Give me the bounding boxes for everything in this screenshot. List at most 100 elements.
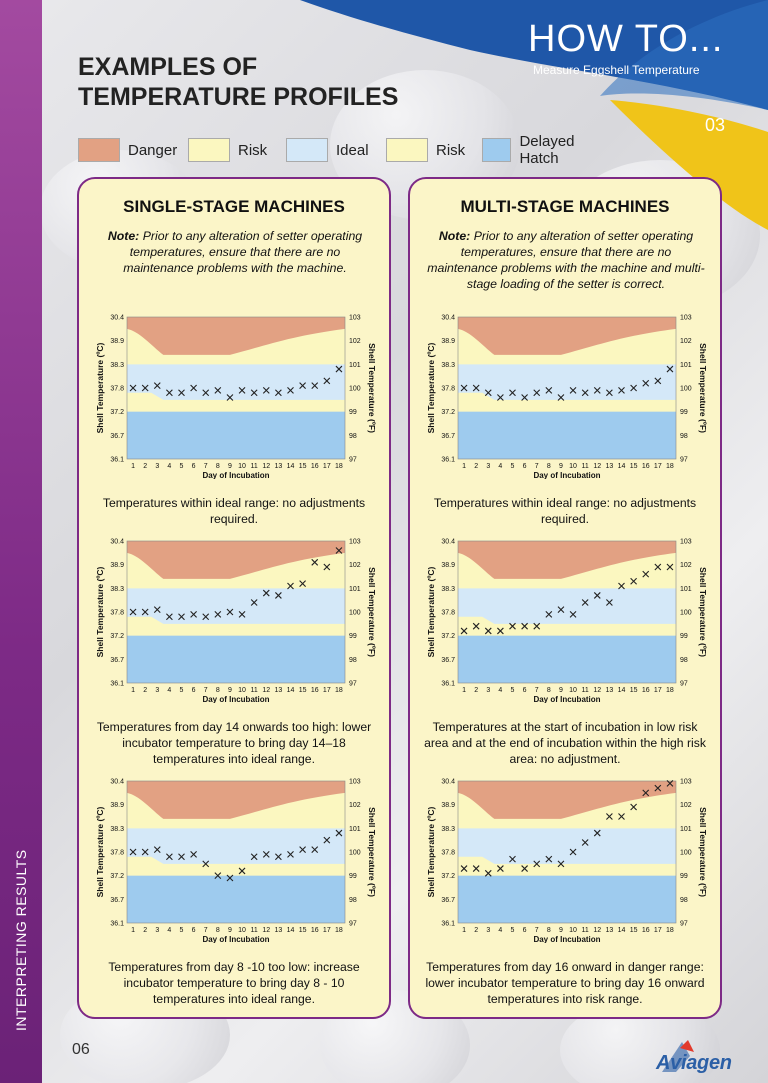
- data-point: [521, 622, 529, 630]
- x-tick-label: 17: [323, 687, 331, 694]
- plot-frame: [457, 780, 677, 924]
- y2-axis-label: Shell Temperature (ºF): [698, 343, 708, 433]
- x-tick-label: 17: [323, 463, 331, 470]
- zone-delayed-hatch: [458, 411, 676, 459]
- y2-tick-label: 102: [349, 562, 361, 569]
- data-point: [533, 389, 541, 397]
- data-point: [178, 853, 185, 861]
- zone-danger: [127, 781, 345, 819]
- x-tick-label: 10: [569, 463, 577, 470]
- aviagen-logo: Aviagen: [642, 1038, 742, 1076]
- x-tick-label: 11: [582, 687, 589, 694]
- data-point: [202, 389, 210, 397]
- x-tick-label: 3: [486, 927, 490, 934]
- y2-tick-label: 102: [349, 802, 361, 809]
- data-point: [323, 377, 331, 385]
- data-point: [654, 377, 662, 385]
- data-point: [335, 829, 343, 837]
- x-tick-label: 9: [559, 463, 563, 470]
- chart-caption: Temperatures at the start of incubation …: [424, 720, 706, 766]
- x-tick-label: 12: [262, 687, 270, 694]
- y2-tick-label: 100: [349, 386, 361, 393]
- x-tick-label: 3: [155, 463, 159, 470]
- x-tick-label: 2: [143, 687, 147, 694]
- y2-axis-label: Shell Temperature (ºF): [698, 807, 708, 897]
- y-tick-label: 37.8: [441, 850, 455, 857]
- y2-tick-label: 99: [349, 633, 357, 640]
- y-tick-label: 37.8: [110, 610, 124, 617]
- y2-tick-label: 101: [680, 826, 692, 833]
- y-tick-label: 36.1: [110, 921, 124, 928]
- data-point: [153, 606, 161, 614]
- x-tick-label: 18: [335, 463, 343, 470]
- y-tick-label: 37.8: [441, 610, 455, 617]
- data-point: [226, 874, 234, 882]
- y-tick-label: 38.9: [441, 802, 455, 809]
- data-point: [238, 386, 246, 394]
- y2-tick-label: 103: [680, 539, 692, 546]
- x-tick-label: 7: [535, 463, 539, 470]
- x-tick-label: 3: [155, 927, 159, 934]
- x-tick-label: 18: [335, 927, 343, 934]
- y2-tick-label: 97: [349, 681, 357, 688]
- chart-caption: Temperatures within ideal range: no adju…: [102, 496, 366, 526]
- x-axis-label: Day of Incubation: [533, 695, 600, 703]
- legend-label: Danger: [128, 141, 178, 159]
- x-tick-label: 14: [618, 927, 626, 934]
- data-point: [472, 622, 480, 630]
- zone-ideal: [127, 828, 345, 864]
- y-tick-label: 38.3: [110, 826, 124, 833]
- data-point: [472, 865, 480, 872]
- x-tick-label: 11: [582, 463, 589, 470]
- data-point: [654, 784, 662, 792]
- y2-tick-label: 101: [349, 362, 361, 369]
- data-point: [545, 386, 553, 394]
- note-text: Prior to any alteration of setter operat…: [427, 229, 705, 291]
- x-tick-label: 4: [498, 463, 502, 470]
- data-point: [484, 389, 492, 397]
- x-tick-label: 6: [523, 687, 527, 694]
- data-point: [299, 580, 307, 587]
- y2-tick-label: 98: [680, 657, 688, 664]
- x-tick-label: 7: [204, 927, 208, 934]
- y2-tick-label: 100: [349, 850, 361, 857]
- x-tick-label: 8: [547, 687, 551, 694]
- x-tick-label: 5: [180, 927, 184, 934]
- data-point: [581, 599, 589, 606]
- data-point: [287, 582, 294, 590]
- chart-caption: Temperatures from day 14 onwards too hig…: [96, 720, 372, 766]
- data-point: [593, 829, 601, 837]
- y2-tick-label: 100: [680, 850, 692, 857]
- zone-delayed-hatch: [458, 875, 676, 923]
- zone-delayed-hatch: [127, 875, 345, 923]
- x-tick-label: 9: [228, 927, 232, 934]
- howto-heading: HOW TO...: [528, 18, 724, 60]
- y2-tick-label: 97: [680, 921, 688, 928]
- chart-multi-3: 30.4 103 38.9 102 38.3 101 37.8 100 37.2 99 36.7 98…: [416, 773, 716, 944]
- data-point: [472, 384, 480, 392]
- x-tick-label: 11: [582, 927, 589, 934]
- x-tick-label: 13: [274, 463, 282, 470]
- y-tick-label: 38.3: [110, 362, 124, 369]
- y-tick-label: 38.9: [441, 338, 455, 345]
- data-point: [545, 610, 553, 618]
- y-tick-label: 36.7: [441, 657, 455, 664]
- sidebar-label: INTERPRETING RESULTS: [13, 849, 29, 1031]
- y2-tick-label: 97: [349, 457, 357, 464]
- data-point: [509, 622, 516, 630]
- data-point: [630, 803, 638, 811]
- x-tick-label: 2: [143, 463, 147, 470]
- data-point: [262, 850, 270, 858]
- data-point: [287, 386, 294, 394]
- x-tick-label: 5: [180, 463, 184, 470]
- data-point: [202, 860, 210, 868]
- data-point: [509, 389, 516, 397]
- panel-title: MULTI-STAGE MACHINES: [460, 197, 670, 216]
- zone-ideal: [458, 588, 676, 624]
- x-tick-label: 7: [535, 927, 539, 934]
- x-tick-label: 2: [474, 927, 478, 934]
